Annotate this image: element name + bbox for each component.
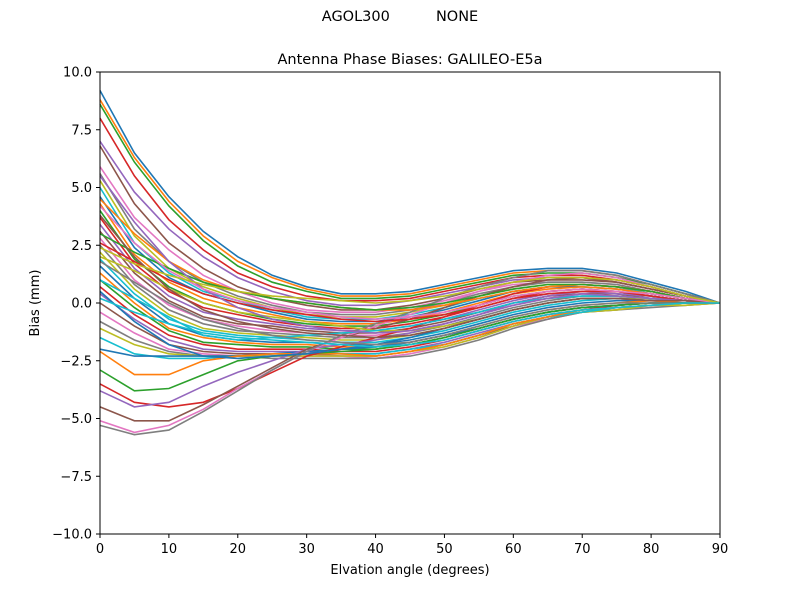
x-tick-label: 60 xyxy=(505,542,522,557)
y-tick-label: −7.5 xyxy=(60,470,92,485)
y-tick-label: 5.0 xyxy=(71,181,92,196)
series-line-35 xyxy=(99,290,721,408)
y-tick-label: −5.0 xyxy=(60,412,92,427)
series-lines xyxy=(99,90,721,436)
series-line-47 xyxy=(99,205,721,321)
x-axis-label: Elvation angle (degrees) xyxy=(330,563,489,578)
series-line-46 xyxy=(99,214,721,339)
y-axis: −10.0 −7.5 −5.0 −2.5 0.0 2.5 5.0 7.5 10.0 xyxy=(52,66,100,543)
x-tick-label: 70 xyxy=(574,542,591,557)
x-tick-label: 40 xyxy=(367,542,384,557)
x-tick-label: 10 xyxy=(161,542,178,557)
series-line-38 xyxy=(99,269,721,436)
x-tick-label: 0 xyxy=(96,542,104,557)
x-tick-label: 20 xyxy=(230,542,247,557)
y-tick-label: 10.0 xyxy=(63,66,92,81)
y-tick-label: 2.5 xyxy=(71,239,92,254)
series-line-37 xyxy=(99,272,721,434)
y-axis-label: Bias (mm) xyxy=(28,270,43,337)
series-line-48 xyxy=(99,260,720,346)
y-tick-label: 0.0 xyxy=(71,297,92,312)
x-tick-label: 50 xyxy=(436,542,453,557)
series-line-3 xyxy=(99,103,721,304)
figure-suptitle: AGOL300 NONE xyxy=(321,9,479,25)
series-line-1 xyxy=(99,90,721,304)
series-line-49 xyxy=(99,246,721,304)
x-tick-label: 90 xyxy=(712,542,729,557)
y-tick-label: −10.0 xyxy=(52,528,92,543)
x-tick-label: 80 xyxy=(643,542,660,557)
x-tick-label: 30 xyxy=(298,542,315,557)
x-axis: 0 10 20 30 40 50 60 70 80 90 xyxy=(96,534,728,557)
series-line-43 xyxy=(99,232,721,311)
y-tick-label: −2.5 xyxy=(60,354,92,369)
chart-title: Antenna Phase Biases: GALILEO-E5a xyxy=(278,52,543,68)
y-tick-label: 7.5 xyxy=(71,123,92,138)
series-line-50 xyxy=(99,297,720,348)
series-line-2 xyxy=(99,99,721,304)
